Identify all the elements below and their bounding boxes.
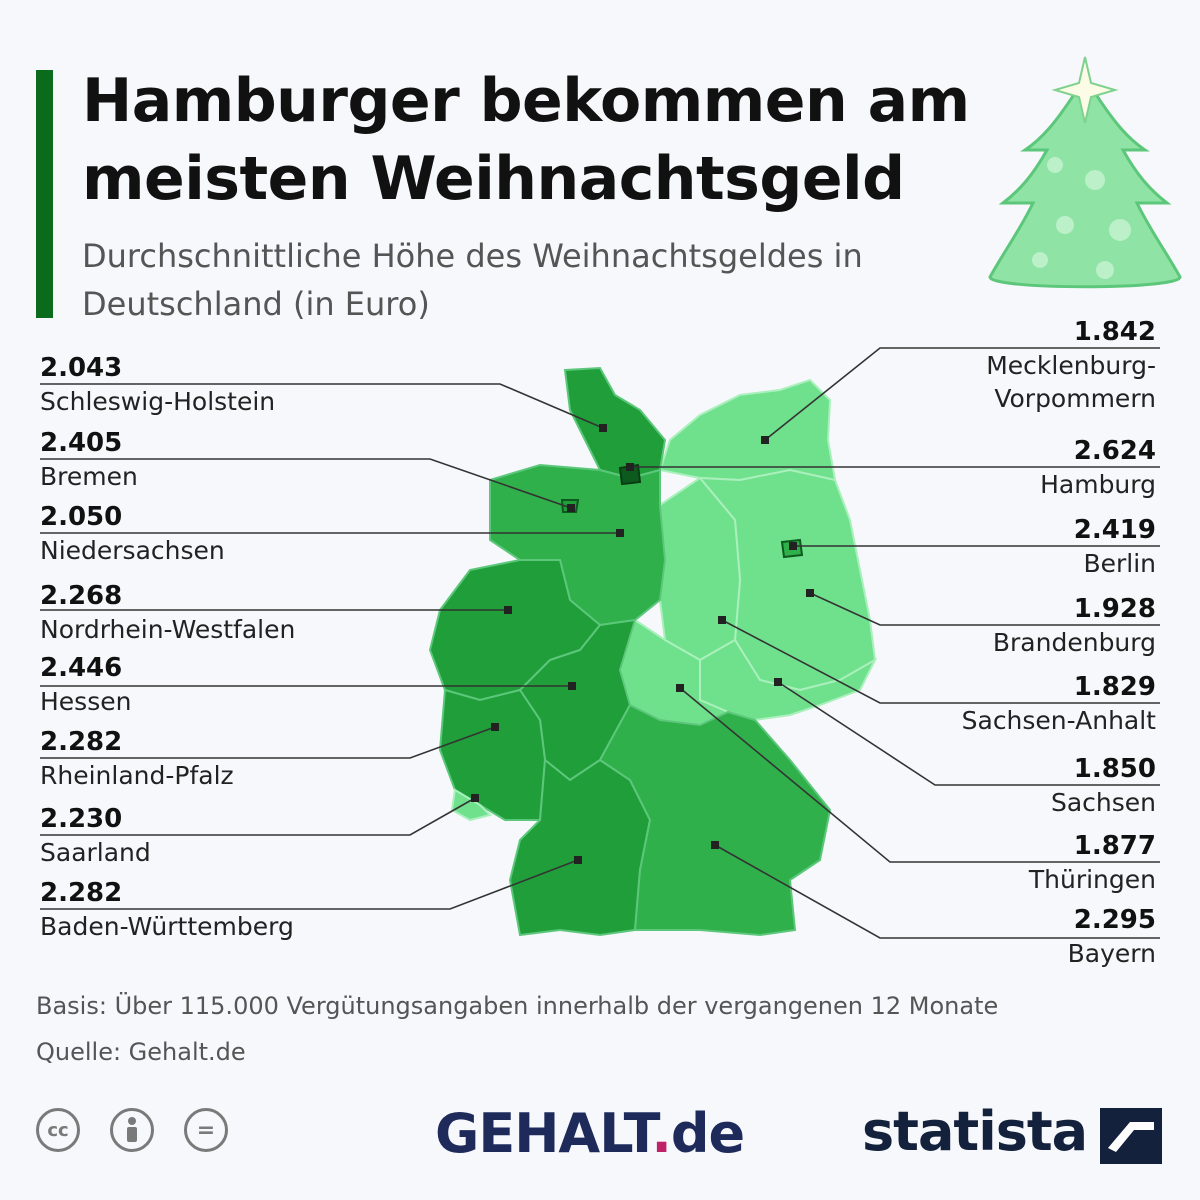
state-name: Sachsen	[1050, 788, 1156, 817]
leader-line-sachsen	[777, 681, 1160, 786]
leader-line-thueringen	[679, 687, 1160, 863]
state-label-berlin: 2.419 Berlin	[826, 514, 1156, 580]
cc-icon: cc	[36, 1108, 80, 1152]
state-name: Hamburg	[1040, 470, 1156, 499]
leader-line-bayern	[714, 844, 1160, 939]
state-name: Schleswig-Holstein	[40, 387, 276, 416]
leader-line-schleswig-holstein	[40, 383, 604, 429]
state-label-hamburg: 2.624 Hamburg	[826, 435, 1156, 501]
state-name: Mecklenburg- Vorpommern	[986, 351, 1156, 413]
state-value: 1.877	[1073, 831, 1156, 861]
statista-mark-icon	[1100, 1108, 1162, 1164]
leader-dot-thueringen	[676, 684, 684, 692]
state-value: 2.282	[40, 878, 123, 908]
state-value: 1.829	[1073, 672, 1156, 702]
state-value: 2.043	[40, 353, 123, 383]
leader-line-rheinland-pfalz	[40, 726, 496, 759]
state-name: Saarland	[40, 838, 151, 867]
state-name: Hessen	[40, 687, 132, 716]
leader-dot-berlin	[789, 542, 797, 550]
footer-source: Quelle: Gehalt.de	[36, 1038, 246, 1066]
leader-dot-rheinland-pfalz	[491, 723, 499, 731]
christmas-tree-icon	[988, 56, 1182, 289]
state-name: Baden-Württemberg	[40, 912, 294, 941]
state-label-brandenburg: 1.928 Brandenburg	[826, 593, 1156, 659]
state-name: Brandenburg	[992, 628, 1156, 657]
state-name: Bremen	[40, 462, 138, 491]
leader-line-baden-wuerttemberg	[40, 859, 579, 910]
leader-dot-brandenburg	[806, 589, 814, 597]
leader-dot-sachsen-anhalt	[718, 616, 726, 624]
state-value: 2.419	[1073, 515, 1156, 545]
state-label-baden-wuerttemberg: 2.282 Baden-Württemberg	[40, 877, 370, 943]
statista-logo: statista	[862, 1100, 1088, 1163]
state-name: Berlin	[1083, 549, 1156, 578]
state-label-mecklenburg-vorpommern: 1.842 Mecklenburg- Vorpommern	[826, 316, 1156, 415]
state-name: Rheinland-Pfalz	[40, 761, 234, 790]
state-value: 2.446	[40, 653, 123, 683]
state-label-sachsen: 1.850 Sachsen	[826, 753, 1156, 819]
leader-dot-nordrhein-westfalen	[504, 606, 512, 614]
state-label-schleswig-holstein: 2.043 Schleswig-Holstein	[40, 352, 370, 418]
state-value: 2.295	[1073, 905, 1156, 935]
region-mecklenburg-vorpommern	[658, 378, 837, 482]
state-name: Bayern	[1067, 939, 1156, 968]
leader-dot-hamburg	[626, 463, 634, 471]
state-value: 2.230	[40, 804, 123, 834]
state-label-bremen: 2.405 Bremen	[40, 427, 370, 493]
leader-line-brandenburg	[809, 592, 1160, 626]
leader-line-bremen	[40, 458, 572, 509]
equals-icon: =	[184, 1108, 228, 1152]
state-label-rheinland-pfalz: 2.282 Rheinland-Pfalz	[40, 726, 370, 792]
title-accent-bar	[36, 70, 53, 318]
state-label-thueringen: 1.877 Thüringen	[826, 830, 1156, 896]
state-value: 1.928	[1073, 594, 1156, 624]
leader-dot-hessen	[568, 682, 576, 690]
person-icon	[110, 1108, 154, 1152]
state-label-nordrhein-westfalen: 2.268 Nordrhein-Westfalen	[40, 580, 370, 646]
footer-basis: Basis: Über 115.000 Vergütungsangaben in…	[36, 992, 999, 1020]
state-value: 2.268	[40, 581, 123, 611]
region-schleswig-holstein	[563, 366, 667, 480]
state-value: 1.842	[1073, 317, 1156, 347]
state-name: Sachsen-Anhalt	[961, 706, 1156, 735]
state-label-sachsen-anhalt: 1.829 Sachsen-Anhalt	[826, 671, 1156, 737]
state-value: 2.050	[40, 502, 123, 532]
leader-line-mecklenburg-vorpommern	[764, 347, 1160, 441]
state-label-hessen: 2.446 Hessen	[40, 652, 370, 718]
leader-dot-niedersachsen	[616, 529, 624, 537]
leader-dot-sachsen	[774, 678, 782, 686]
state-value: 2.282	[40, 727, 123, 757]
leader-dot-bayern	[711, 841, 719, 849]
state-value: 2.624	[1073, 436, 1156, 466]
leader-dot-baden-wuerttemberg	[574, 856, 582, 864]
state-label-saarland: 2.230 Saarland	[40, 803, 370, 869]
region-saarland	[450, 788, 492, 822]
state-label-bayern: 2.295 Bayern	[826, 904, 1156, 970]
leader-dot-saarland	[471, 794, 479, 802]
leader-dot-mecklenburg-vorpommern	[761, 436, 769, 444]
leader-dot-schleswig-holstein	[599, 424, 607, 432]
state-label-niedersachsen: 2.050 Niedersachsen	[40, 501, 370, 567]
page-title: Hamburger bekommen am meisten Weihnachts…	[82, 66, 970, 214]
state-name: Thüringen	[1028, 865, 1156, 894]
state-name: Nordrhein-Westfalen	[40, 615, 296, 644]
leader-line-sachsen-anhalt	[721, 619, 1160, 704]
state-name: Niedersachsen	[40, 536, 225, 565]
leader-dot-bremen	[567, 504, 575, 512]
state-value: 1.850	[1073, 754, 1156, 784]
state-value: 2.405	[40, 428, 123, 458]
page-subtitle: Durchschnittliche Höhe des Weihnachtsgel…	[82, 237, 863, 323]
leader-line-saarland	[40, 797, 476, 836]
gehalt-logo: GEHALT.de	[435, 1102, 745, 1165]
